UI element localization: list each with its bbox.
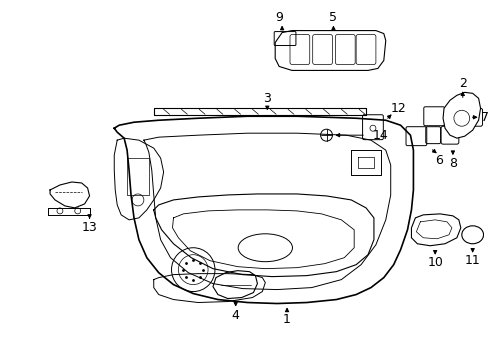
Text: 13: 13 [81, 221, 97, 234]
Polygon shape [442, 92, 480, 138]
Text: 2: 2 [458, 77, 466, 90]
Text: 4: 4 [231, 309, 239, 322]
Text: 12: 12 [390, 102, 406, 115]
Text: 11: 11 [464, 254, 480, 267]
Polygon shape [275, 31, 385, 71]
Text: 5: 5 [329, 11, 337, 24]
Text: 14: 14 [372, 129, 388, 142]
Text: 3: 3 [263, 92, 271, 105]
Polygon shape [213, 271, 257, 298]
Text: 6: 6 [434, 154, 442, 167]
Text: 9: 9 [275, 11, 283, 24]
Text: 8: 8 [448, 157, 456, 170]
Text: 7: 7 [480, 111, 488, 124]
Text: 1: 1 [283, 313, 290, 326]
Polygon shape [410, 214, 460, 246]
Text: 10: 10 [427, 256, 442, 269]
